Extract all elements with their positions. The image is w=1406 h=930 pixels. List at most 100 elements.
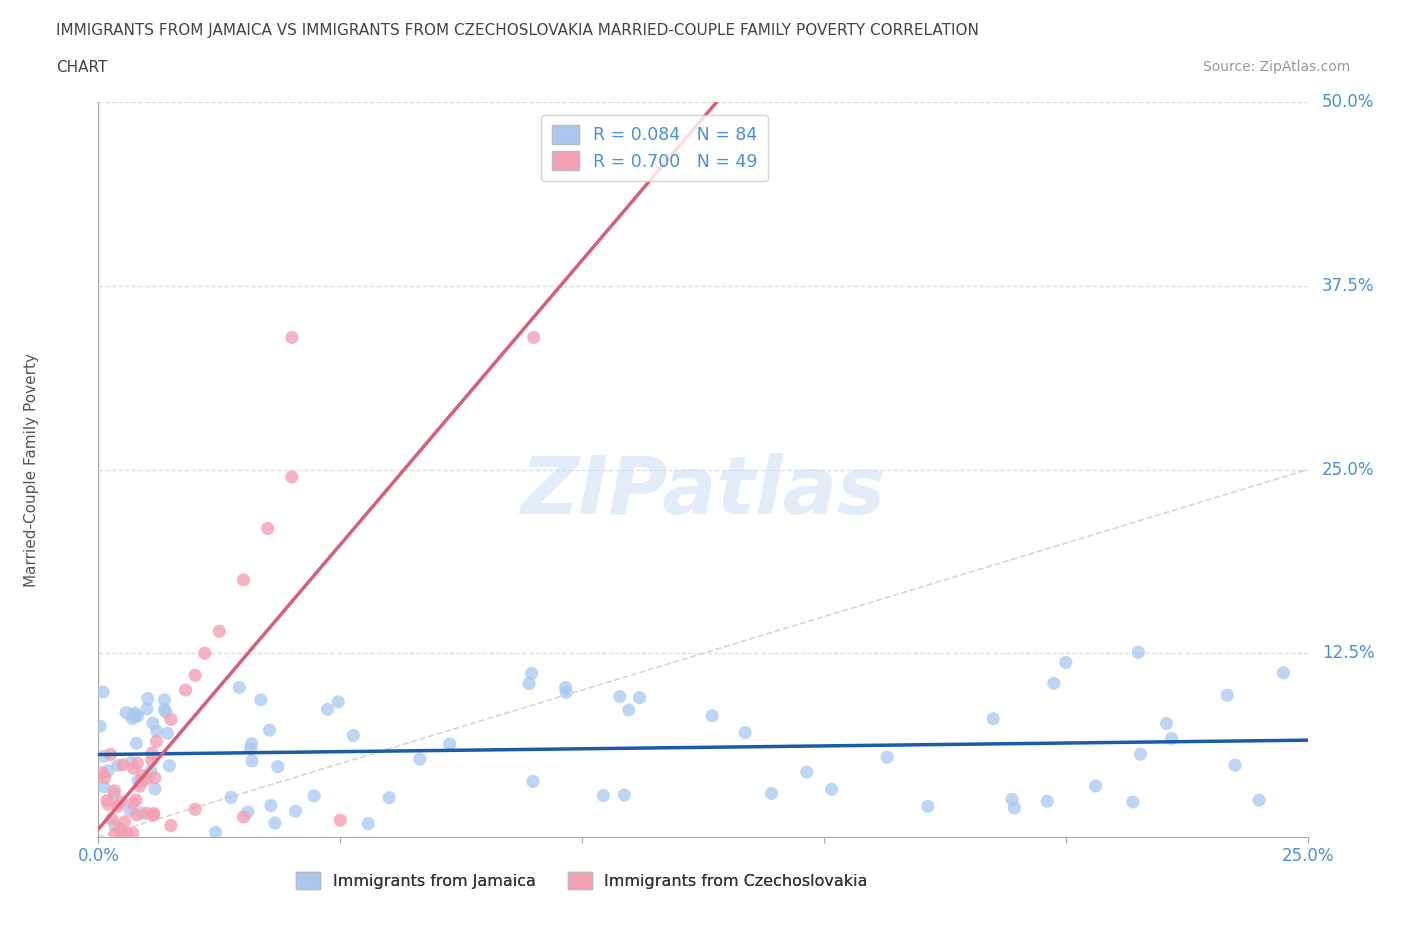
Point (1002, 801, 1025, 816)
Point (520, 666, 543, 681)
Point (128, 778, 150, 793)
Point (1001, 792, 1024, 807)
Point (517, 676, 540, 691)
Text: ZIPatlas: ZIPatlas (520, 453, 886, 531)
Point (1156, 716, 1178, 731)
Point (153, 693, 176, 708)
Point (260, 798, 283, 813)
Point (101, 812, 124, 827)
Point (107, 799, 129, 814)
Point (156, 725, 179, 740)
Text: IMMIGRANTS FROM JAMAICA VS IMMIGRANTS FROM CZECHOSLOVAKIA MARRIED-COUPLE FAMILY : IMMIGRANTS FROM JAMAICA VS IMMIGRANTS FR… (56, 23, 979, 38)
Point (110, 830, 132, 844)
Point (122, 826, 145, 841)
Point (125, 807, 148, 822)
Point (264, 816, 287, 830)
Point (194, 646, 217, 661)
Point (1128, 644, 1150, 659)
Point (267, 759, 290, 774)
Point (127, 773, 149, 788)
Point (734, 725, 756, 740)
Point (114, 815, 136, 830)
Point (1084, 778, 1107, 793)
Text: Married-Couple Family Poverty: Married-Couple Family Poverty (24, 352, 39, 587)
Legend: Immigrants from Jamaica, Immigrants from Czechoslovakia: Immigrants from Jamaica, Immigrants from… (290, 866, 875, 896)
Point (115, 705, 138, 720)
Point (378, 790, 401, 805)
Point (761, 786, 783, 801)
Point (409, 751, 432, 766)
Point (145, 734, 167, 749)
Point (136, 691, 159, 706)
Point (1043, 676, 1066, 691)
Text: CHART: CHART (56, 60, 108, 75)
Point (136, 701, 159, 716)
Point (143, 781, 166, 796)
Point (104, 826, 127, 841)
Point (439, 737, 461, 751)
Point (107, 758, 129, 773)
Point (259, 723, 281, 737)
Text: 25.0%: 25.0% (1322, 460, 1375, 479)
Point (232, 810, 254, 825)
Point (93, 749, 115, 764)
Text: 12.5%: 12.5% (1322, 644, 1375, 662)
Point (120, 804, 142, 818)
Point (135, 772, 157, 787)
Point (117, 826, 139, 841)
Point (125, 792, 148, 807)
Point (143, 770, 166, 785)
Point (157, 758, 180, 773)
Point (127, 756, 149, 771)
Point (1216, 688, 1239, 703)
Point (97, 764, 120, 778)
Point (142, 715, 165, 730)
Point (554, 680, 576, 695)
Point (981, 711, 1004, 726)
Point (1129, 747, 1152, 762)
Point (139, 764, 162, 778)
Point (876, 750, 898, 764)
Point (91, 684, 114, 699)
Point (142, 806, 165, 821)
Point (103, 783, 125, 798)
Point (141, 753, 163, 768)
Point (103, 787, 125, 802)
Point (155, 705, 177, 720)
Point (240, 737, 263, 751)
Point (91, 765, 114, 780)
Point (208, 624, 231, 639)
Point (124, 706, 146, 721)
Text: 50.0%: 50.0% (1322, 93, 1375, 112)
Point (357, 817, 380, 831)
Point (522, 774, 544, 789)
Point (160, 818, 183, 833)
Point (232, 573, 254, 588)
Point (236, 804, 259, 819)
Point (302, 789, 325, 804)
Point (100, 747, 122, 762)
Point (240, 753, 263, 768)
Point (609, 689, 631, 704)
Point (204, 825, 226, 840)
Point (125, 736, 148, 751)
Point (93, 770, 115, 785)
Point (145, 724, 167, 738)
Point (250, 693, 273, 708)
Point (592, 788, 614, 803)
Point (328, 695, 350, 710)
Point (174, 683, 197, 698)
Point (131, 805, 153, 820)
Point (93, 779, 115, 794)
Point (122, 796, 145, 811)
Point (1036, 794, 1059, 809)
Text: Source: ZipAtlas.com: Source: ZipAtlas.com (1202, 60, 1350, 74)
Point (112, 757, 135, 772)
Point (628, 690, 651, 705)
Point (329, 813, 352, 828)
Point (131, 768, 153, 783)
Point (108, 823, 131, 838)
Point (141, 746, 163, 761)
Point (184, 802, 207, 817)
Point (523, 330, 546, 345)
